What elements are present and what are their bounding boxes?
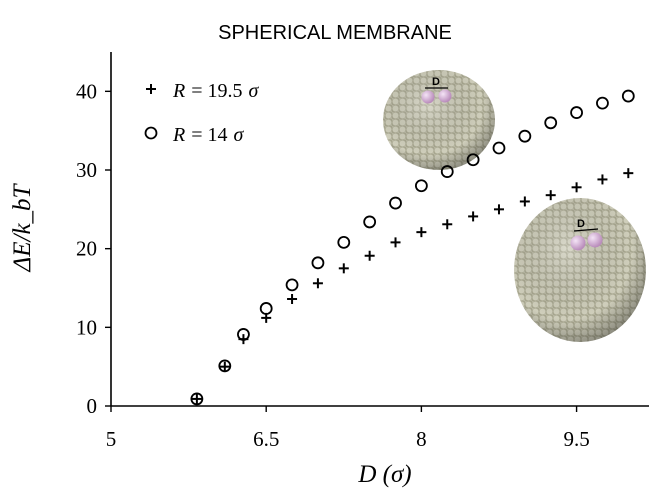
plus-point xyxy=(623,168,634,179)
plus-point xyxy=(364,250,375,261)
legend-unit: σ xyxy=(249,80,260,102)
plus-point xyxy=(191,393,202,404)
legend-relation: = 14 xyxy=(191,124,227,146)
circle-point xyxy=(285,278,299,292)
plus-point xyxy=(338,263,349,274)
legend-unit: σ xyxy=(234,124,245,146)
circle-point xyxy=(389,196,402,210)
distance-label: D xyxy=(432,76,440,88)
bead-left xyxy=(421,90,435,104)
large-sphere-inset: D xyxy=(514,198,646,342)
small-sphere-inset: D xyxy=(383,70,495,170)
legend-symbol: R xyxy=(172,80,185,102)
plus-point xyxy=(390,237,401,248)
circle-point xyxy=(414,179,428,193)
legend-marker-plus xyxy=(146,84,156,94)
legend-symbol: R xyxy=(172,124,185,146)
circle-point xyxy=(466,153,480,167)
circle-point xyxy=(363,215,377,229)
bead-right xyxy=(587,232,603,248)
plus-point xyxy=(545,190,556,201)
x-tick-label: 5 xyxy=(106,427,117,451)
circle-point xyxy=(440,165,454,178)
plus-point xyxy=(468,211,479,222)
plus-point xyxy=(519,196,530,207)
circle-point xyxy=(311,256,325,270)
circle-point xyxy=(518,129,532,143)
legend-relation: = 19.5 xyxy=(191,80,242,102)
data-points xyxy=(190,89,635,406)
legend: R = 19.5 σ R = 14 σ xyxy=(144,80,260,146)
x-tick-label: 9.5 xyxy=(563,427,589,451)
circle-point xyxy=(218,359,232,373)
circle-point xyxy=(237,328,250,341)
circle-point xyxy=(621,89,635,103)
plus-point xyxy=(416,227,427,238)
y-tick-label: 20 xyxy=(76,237,97,261)
y-tick-label: 30 xyxy=(76,158,97,182)
plus-point xyxy=(287,294,298,305)
plus-point xyxy=(493,204,504,215)
legend-marker-circle xyxy=(144,126,158,140)
x-tick-label: 8 xyxy=(416,427,427,451)
plus-point xyxy=(597,174,608,185)
circle-point xyxy=(259,302,273,315)
x-tick-label: 6.5 xyxy=(253,427,279,451)
y-tick-label: 40 xyxy=(76,79,97,103)
circle-point xyxy=(544,116,558,130)
circle-point xyxy=(337,235,351,249)
distance-label: D xyxy=(577,218,585,230)
bead-left xyxy=(570,235,586,251)
bead-right xyxy=(438,89,452,103)
x-axis-label: D (σ) xyxy=(357,461,411,488)
plus-point xyxy=(442,219,453,230)
plus-point xyxy=(312,278,323,289)
circle-point xyxy=(570,106,583,119)
legend-entry-r14: R = 14 σ xyxy=(172,124,245,146)
y-axis-ticks: 0 10 20 30 40 xyxy=(76,79,111,418)
plus-point xyxy=(219,361,230,372)
y-tick-label: 0 xyxy=(87,394,98,418)
y-tick-label: 10 xyxy=(76,315,97,339)
circle-point xyxy=(190,392,204,406)
circle-point xyxy=(492,141,506,155)
chart-title: SPHERICAL MEMBRANE xyxy=(218,22,452,44)
x-axis-ticks: 5 6.5 8 9.5 xyxy=(106,406,590,451)
distance-arrow xyxy=(573,228,599,232)
series-r-14 xyxy=(190,89,635,406)
y-axis-label: ΔE/k_bT xyxy=(9,182,36,272)
plus-point xyxy=(571,182,582,193)
circle-point xyxy=(596,96,609,110)
legend-entry-r195: R = 19.5 σ xyxy=(172,80,260,102)
